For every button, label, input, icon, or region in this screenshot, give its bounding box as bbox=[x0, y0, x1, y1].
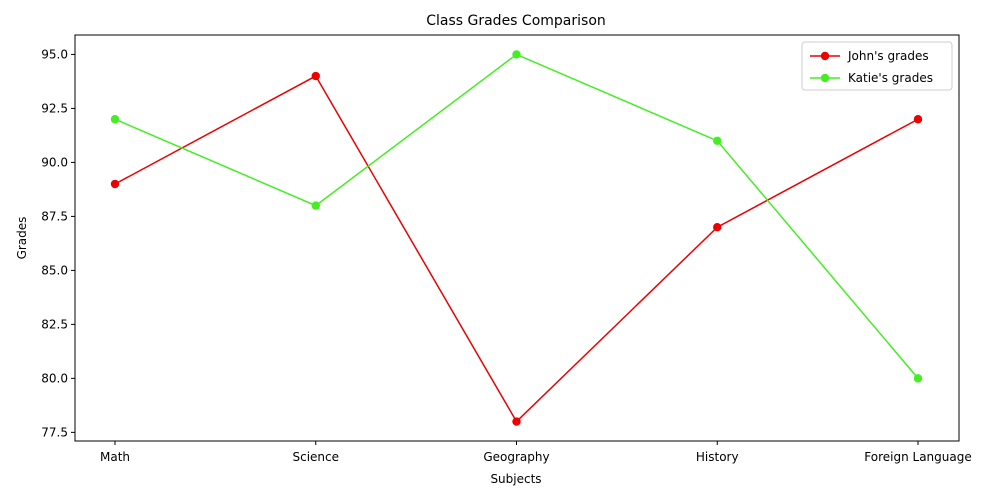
plot-area bbox=[110, 50, 923, 426]
y-tick-label: 92.5 bbox=[41, 101, 68, 115]
data-point bbox=[311, 201, 320, 210]
x-tick-label: Math bbox=[100, 450, 130, 464]
series-line-0 bbox=[114, 75, 919, 423]
data-point bbox=[512, 50, 521, 59]
x-tick-label: Geography bbox=[483, 450, 549, 464]
plot-frame bbox=[74, 34, 960, 442]
x-tick-label: Foreign Language bbox=[864, 450, 971, 464]
legend-label: Katie's grades bbox=[848, 71, 933, 85]
data-point bbox=[713, 136, 722, 146]
legend: John's grades Katie's grades bbox=[801, 41, 953, 91]
y-tick-label: 80.0 bbox=[41, 371, 68, 385]
y-tick-label: 77.5 bbox=[41, 425, 68, 439]
data-point bbox=[110, 179, 120, 189]
data-point bbox=[913, 374, 923, 383]
x-tick-label: History bbox=[696, 450, 739, 464]
series-line-1 bbox=[114, 53, 919, 379]
y-tick-label: 85.0 bbox=[41, 263, 68, 277]
chart-title: Class Grades Comparison bbox=[426, 13, 606, 29]
data-point bbox=[110, 115, 120, 124]
x-tick-label: Science bbox=[292, 450, 339, 464]
data-point bbox=[512, 417, 521, 426]
y-tick-label: 95.0 bbox=[41, 47, 68, 61]
legend-marker bbox=[820, 73, 830, 83]
data-point bbox=[311, 71, 320, 81]
y-tick-label: 87.5 bbox=[41, 209, 68, 223]
legend-label: John's grades bbox=[847, 49, 929, 63]
y-tick-label: 82.5 bbox=[41, 317, 68, 331]
data-point bbox=[713, 223, 722, 232]
y-tick-label: 90.0 bbox=[41, 155, 68, 169]
y-axis-title: Grades bbox=[15, 217, 29, 260]
data-point bbox=[913, 115, 923, 124]
x-axis-title: Subjects bbox=[490, 472, 541, 486]
legend-marker bbox=[820, 51, 830, 61]
